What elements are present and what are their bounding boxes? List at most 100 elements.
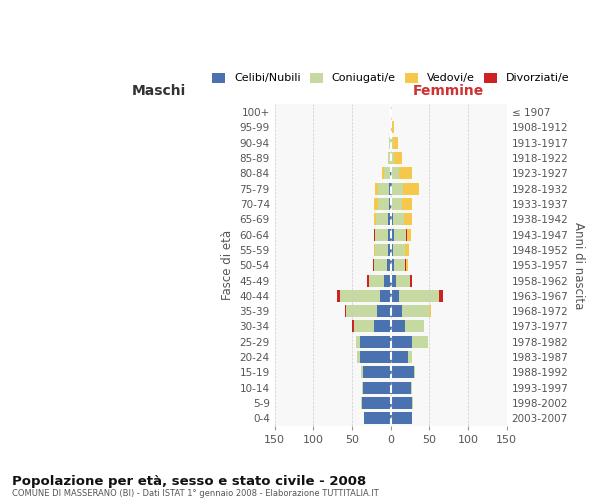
Bar <box>367 274 369 286</box>
Bar <box>374 198 391 210</box>
Bar <box>439 290 443 302</box>
Bar <box>391 336 428 347</box>
Bar <box>364 412 391 424</box>
Text: Femmine: Femmine <box>413 84 484 98</box>
Bar <box>391 412 412 424</box>
Bar <box>391 260 406 271</box>
Y-axis label: Anni di nascita: Anni di nascita <box>572 222 585 309</box>
Bar <box>391 366 415 378</box>
Bar <box>385 274 391 286</box>
Bar <box>340 290 391 302</box>
Bar <box>391 336 412 347</box>
Bar <box>356 336 391 347</box>
Bar <box>391 351 412 363</box>
Bar <box>362 382 391 394</box>
Bar <box>373 260 391 271</box>
Bar <box>345 305 346 317</box>
Text: COMUNE DI MASSERANO (BI) - Dati ISTAT 1° gennaio 2008 - Elaborazione TUTTITALIA.: COMUNE DI MASSERANO (BI) - Dati ISTAT 1°… <box>12 488 379 498</box>
Bar <box>374 320 391 332</box>
Bar <box>391 336 428 347</box>
Bar <box>391 182 392 194</box>
Bar <box>375 228 391 240</box>
Bar <box>391 214 412 226</box>
Bar <box>364 412 391 424</box>
Bar <box>391 320 404 332</box>
Bar <box>391 366 415 378</box>
Bar <box>391 260 407 271</box>
Bar <box>382 168 391 179</box>
Bar <box>391 320 424 332</box>
Bar <box>356 336 391 347</box>
Bar <box>380 290 391 302</box>
Bar <box>391 290 439 302</box>
Bar <box>364 412 391 424</box>
Bar <box>391 351 412 363</box>
Bar <box>391 198 401 210</box>
Bar <box>391 412 412 424</box>
Bar <box>374 244 391 256</box>
Bar <box>363 382 391 394</box>
Bar <box>391 382 411 394</box>
Bar <box>391 274 410 286</box>
Bar <box>391 274 396 286</box>
Bar <box>388 214 391 226</box>
Bar <box>373 260 374 271</box>
Text: Popolazione per età, sesso e stato civile - 2008: Popolazione per età, sesso e stato civil… <box>12 474 366 488</box>
Bar <box>391 397 413 409</box>
Bar <box>391 305 431 317</box>
Bar <box>389 137 391 148</box>
Bar <box>361 397 391 409</box>
Bar <box>391 152 394 164</box>
Bar <box>374 228 375 240</box>
Bar <box>339 290 391 302</box>
Bar <box>369 274 391 286</box>
Bar <box>391 182 403 194</box>
Bar <box>391 137 393 148</box>
Bar <box>391 274 412 286</box>
Bar <box>353 320 391 332</box>
Bar <box>391 244 393 256</box>
Bar <box>389 182 391 194</box>
Bar <box>388 152 391 164</box>
Bar <box>388 152 391 164</box>
Bar <box>378 198 391 210</box>
Bar <box>378 182 391 194</box>
Bar <box>389 137 391 148</box>
Bar <box>391 137 398 148</box>
Bar <box>391 351 407 363</box>
Bar <box>391 182 419 194</box>
Bar <box>358 351 391 363</box>
Bar <box>361 366 391 378</box>
Text: Maschi: Maschi <box>131 84 186 98</box>
Bar <box>391 198 412 210</box>
Bar <box>345 305 391 317</box>
Bar <box>363 366 391 378</box>
Bar <box>389 198 391 210</box>
Bar <box>410 274 412 286</box>
Bar <box>375 244 391 256</box>
Bar <box>362 397 391 409</box>
Bar <box>391 152 402 164</box>
Bar <box>358 351 391 363</box>
Bar <box>374 228 391 240</box>
Bar <box>377 305 391 317</box>
Bar <box>374 214 391 226</box>
Bar <box>388 228 391 240</box>
Bar <box>375 182 391 194</box>
Bar <box>361 366 391 378</box>
Bar <box>352 320 353 332</box>
Bar <box>391 244 409 256</box>
Bar <box>391 305 430 317</box>
Bar <box>337 290 340 302</box>
Bar <box>391 366 414 378</box>
Bar <box>353 320 391 332</box>
Bar <box>374 260 391 271</box>
Bar <box>361 397 391 409</box>
Bar <box>387 260 391 271</box>
Bar <box>391 214 393 226</box>
Bar <box>376 214 391 226</box>
Bar <box>360 336 391 347</box>
Bar <box>391 290 399 302</box>
Bar <box>368 274 391 286</box>
Bar <box>390 168 391 179</box>
